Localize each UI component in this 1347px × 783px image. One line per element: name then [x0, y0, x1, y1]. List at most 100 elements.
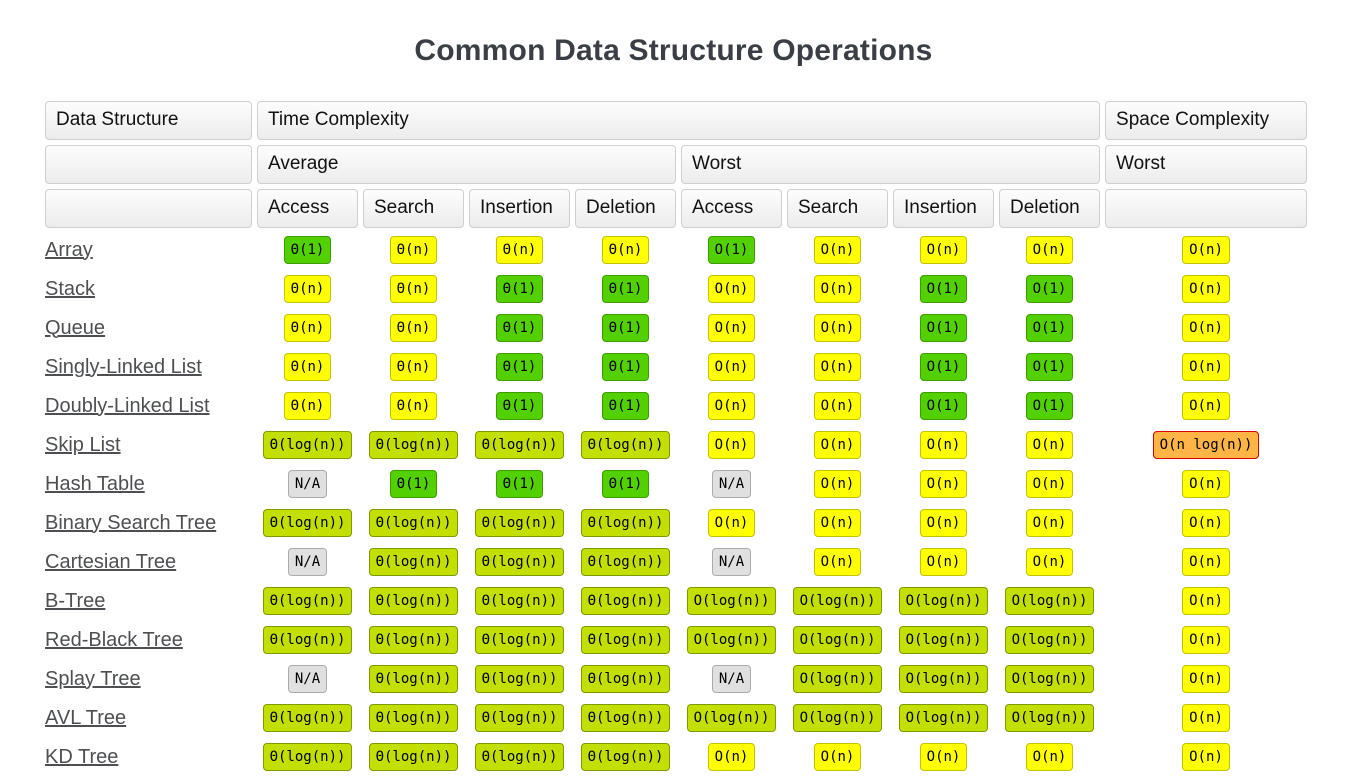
complexity-cell: O(n) — [1105, 623, 1307, 657]
complexity-cell: Θ(log(n)) — [469, 545, 570, 579]
complexity-badge: Θ(1) — [389, 470, 438, 498]
complexity-badge: O(log(n)) — [1004, 626, 1095, 654]
row-label-cell: Splay Tree — [45, 662, 252, 696]
complexity-badge: Θ(log(n)) — [262, 587, 353, 615]
data-structure-link[interactable]: Splay Tree — [45, 667, 141, 690]
complexity-cell: O(n) — [787, 350, 888, 384]
complexity-cell: O(n) — [681, 740, 782, 774]
complexity-badge: Θ(log(n)) — [368, 509, 459, 537]
data-structure-link[interactable]: AVL Tree — [45, 706, 127, 729]
complexity-badge: O(n) — [1182, 314, 1230, 342]
data-structure-link[interactable]: Doubly-Linked List — [45, 394, 210, 417]
complexity-badge: O(n) — [707, 392, 756, 420]
complexity-cell: O(1) — [999, 389, 1100, 423]
row-label-cell: Doubly-Linked List — [45, 389, 252, 423]
complexity-cell: O(n) — [1105, 584, 1307, 618]
complexity-cell: Θ(n) — [469, 233, 570, 267]
complexity-cell: O(n) — [681, 350, 782, 384]
complexity-cell: Θ(log(n)) — [469, 506, 570, 540]
header-op-worst-access: Access — [681, 189, 782, 228]
table-row: Array Θ(1) Θ(n) Θ(n) Θ(n) O(1) O(n) O(n) O(n) O(n… — [45, 233, 1307, 267]
complexity-badge: Θ(log(n)) — [368, 665, 459, 693]
complexity-badge: O(n) — [1182, 704, 1230, 732]
data-structure-link[interactable]: Hash Table — [45, 472, 145, 495]
complexity-badge: Θ(log(n)) — [474, 587, 565, 615]
complexity-badge: O(1) — [1025, 314, 1074, 342]
row-label-cell: B-Tree — [45, 584, 252, 618]
table-row: Splay Tree N/A Θ(log(n)) Θ(log(n)) Θ(log(n))… — [45, 662, 1307, 696]
complexity-badge: O(n) — [1182, 236, 1230, 264]
complexity-cell: O(n) — [787, 233, 888, 267]
data-structure-link[interactable]: Queue — [45, 316, 106, 339]
complexity-badge: Θ(log(n)) — [262, 509, 353, 537]
complexity-cell: Θ(log(n)) — [363, 662, 464, 696]
complexity-badge: O(n) — [813, 392, 862, 420]
data-structure-link[interactable]: Binary Search Tree — [45, 511, 217, 534]
complexity-badge: Θ(1) — [495, 353, 544, 381]
complexity-badge: O(n) — [1025, 470, 1074, 498]
complexity-badge: Θ(log(n)) — [580, 587, 671, 615]
header-empty-cell — [1105, 189, 1308, 228]
complexity-badge: Θ(1) — [495, 470, 544, 498]
complexity-badge: O(n) — [1182, 470, 1230, 498]
complexity-badge: O(n) — [1182, 743, 1230, 771]
complexity-cell: O(n) — [893, 506, 994, 540]
complexity-cell: Θ(log(n)) — [257, 428, 358, 462]
complexity-cell: Θ(1) — [575, 389, 676, 423]
table-row: Singly-Linked List Θ(n) Θ(n) Θ(1) Θ(1) O(n) O(… — [45, 350, 1307, 384]
complexity-cell: O(n) — [999, 740, 1100, 774]
complexity-badge: O(n) — [1025, 548, 1074, 576]
complexity-cell: O(log(n)) — [787, 584, 888, 618]
complexity-cell: O(n) — [787, 428, 888, 462]
complexity-badge: Θ(log(n)) — [262, 626, 353, 654]
complexity-badge: N/A — [287, 548, 328, 576]
complexity-badge: O(n) — [1025, 236, 1074, 264]
header-op-avg-insertion: Insertion — [469, 189, 570, 228]
row-label-cell: Binary Search Tree — [45, 506, 252, 540]
complexity-cell: Θ(log(n)) — [363, 623, 464, 657]
complexity-cell: O(n) — [1105, 350, 1307, 384]
table-row: KD Tree Θ(log(n)) Θ(log(n)) Θ(log(n)) Θ(log(… — [45, 740, 1307, 774]
complexity-cell: O(n) — [893, 428, 994, 462]
complexity-cell: O(n) — [681, 428, 782, 462]
complexity-cell: O(1) — [681, 233, 782, 267]
complexity-badge: O(n) — [1182, 392, 1230, 420]
complexity-cell: O(n log(n)) — [1105, 428, 1307, 462]
complexity-cell: Θ(n) — [363, 350, 464, 384]
complexity-badge: Θ(log(n)) — [580, 665, 671, 693]
complexity-badge: Θ(log(n)) — [474, 743, 565, 771]
table-header: Data Structure Time Complexity Space Com… — [45, 101, 1308, 228]
data-structure-link[interactable]: Array — [45, 238, 93, 261]
complexity-cell: N/A — [681, 467, 782, 501]
complexity-badge: O(n) — [1182, 548, 1230, 576]
row-label-cell: Array — [45, 233, 252, 267]
complexity-cell: O(n) — [893, 740, 994, 774]
complexity-badge: Θ(1) — [601, 392, 650, 420]
complexity-badge: Θ(1) — [601, 275, 650, 303]
complexity-badge: Θ(log(n)) — [368, 431, 459, 459]
data-structure-link[interactable]: KD Tree — [45, 745, 119, 768]
complexity-badge: O(1) — [1025, 392, 1074, 420]
data-structure-link[interactable]: Red-Black Tree — [45, 628, 183, 651]
complexity-badge: Θ(n) — [389, 275, 438, 303]
complexity-cell: Θ(log(n)) — [257, 506, 358, 540]
complexity-badge: O(1) — [919, 275, 968, 303]
data-structure-link[interactable]: Skip List — [45, 433, 121, 456]
complexity-cell: O(n) — [787, 506, 888, 540]
data-structure-link[interactable]: Stack — [45, 277, 96, 300]
complexity-badge: Θ(log(n)) — [474, 431, 565, 459]
data-structure-link[interactable]: Cartesian Tree — [45, 550, 177, 573]
complexity-cell: O(1) — [999, 272, 1100, 306]
table-row: Doubly-Linked List Θ(n) Θ(n) Θ(1) Θ(1) O(n) O(… — [45, 389, 1307, 423]
complexity-badge: Θ(1) — [601, 353, 650, 381]
complexity-badge: O(n log(n)) — [1152, 431, 1260, 459]
complexity-cell: O(n) — [1105, 506, 1307, 540]
data-structure-link[interactable]: B-Tree — [45, 589, 106, 612]
complexity-badge: Θ(n) — [389, 236, 438, 264]
complexity-cell: Θ(log(n)) — [575, 701, 676, 735]
row-label-cell: KD Tree — [45, 740, 252, 774]
complexity-cell: O(n) — [1105, 311, 1307, 345]
complexity-cell: O(n) — [999, 233, 1100, 267]
data-structure-link[interactable]: Singly-Linked List — [45, 355, 202, 378]
complexity-cell: Θ(log(n)) — [575, 506, 676, 540]
